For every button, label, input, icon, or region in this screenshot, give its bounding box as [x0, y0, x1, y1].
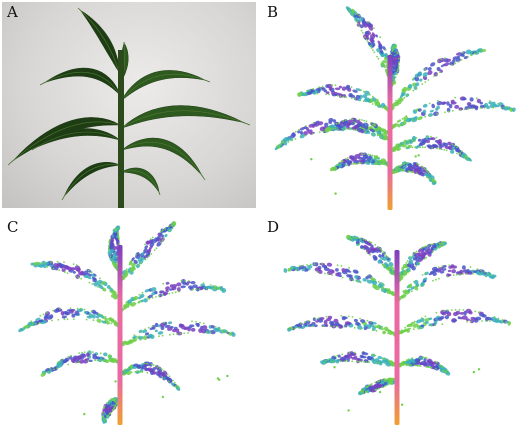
- point-cloud: [274, 6, 516, 210]
- leaf-points: [396, 264, 497, 302]
- panel-label-a: A: [7, 3, 18, 21]
- leaf-points: [397, 355, 451, 376]
- leaf-points: [389, 48, 487, 111]
- leaf-points: [389, 96, 516, 130]
- leaf-midrib: [39, 71, 121, 96]
- stray-point: [400, 403, 404, 406]
- leaf-points: [324, 117, 391, 142]
- plant-group: [7, 7, 251, 208]
- leaf-points: [287, 314, 398, 338]
- stray-point: [417, 154, 420, 157]
- leaf-points: [297, 83, 391, 112]
- stray-point: [340, 160, 344, 163]
- stray-point: [216, 377, 220, 380]
- leaf-points: [345, 6, 392, 78]
- stem-points: [117, 245, 123, 425]
- maize-point-cloud-d: [283, 234, 511, 425]
- leaf-midrib: [7, 121, 121, 166]
- panel-d-reconstruction: D: [260, 215, 520, 430]
- stray-point: [226, 374, 229, 378]
- stray-point: [114, 380, 117, 383]
- leaf-points: [346, 234, 397, 277]
- photo-background: [2, 2, 256, 208]
- leaf-midrib: [77, 7, 120, 73]
- leaf-points: [118, 361, 181, 391]
- leaf-points: [119, 278, 227, 312]
- leaf-points: [396, 308, 511, 335]
- stray-point: [378, 390, 382, 394]
- maize-plant-photo: [7, 7, 251, 208]
- leaf-midrib: [61, 164, 121, 201]
- leaf-points: [101, 396, 122, 424]
- stray-point: [83, 412, 86, 416]
- leaf-midrib: [121, 142, 206, 181]
- maize-point-cloud-b: [274, 6, 516, 210]
- stray-point: [161, 395, 165, 399]
- leaf-points: [283, 262, 399, 297]
- stray-point: [347, 409, 350, 412]
- stray-point: [333, 366, 336, 369]
- stray-point: [472, 370, 476, 374]
- leaf-points: [390, 135, 472, 162]
- leaf-midrib: [121, 110, 251, 129]
- leaf-points: [320, 351, 399, 368]
- leaf-midrib: [31, 131, 121, 151]
- panel-a-photo: A: [0, 0, 260, 215]
- point-cloud: [283, 234, 511, 425]
- leaf-points: [118, 320, 236, 347]
- panel-b-reconstruction: B: [260, 0, 520, 215]
- panel-label-b: B: [267, 3, 279, 21]
- stray-point: [477, 368, 481, 371]
- leaf-points: [118, 220, 177, 282]
- panel-label-c: C: [7, 218, 19, 236]
- leaf: [61, 162, 121, 201]
- point-cloud: [18, 220, 236, 425]
- leaf-midrib: [121, 170, 161, 196]
- leaf-points: [397, 241, 448, 282]
- leaf-points: [30, 260, 122, 302]
- stray-point: [414, 155, 417, 158]
- leaf-midrib: [121, 73, 211, 101]
- stray-point: [310, 158, 313, 161]
- stray-point: [458, 152, 462, 155]
- leaf-points: [40, 350, 122, 377]
- leaf-points: [329, 152, 392, 172]
- leaf-points: [390, 161, 437, 186]
- panel-label-d: D: [267, 218, 280, 236]
- leaf: [77, 7, 120, 73]
- leaf-points: [357, 377, 398, 396]
- stray-point: [334, 192, 337, 195]
- stem-points: [394, 250, 400, 425]
- stem: [118, 50, 124, 208]
- leaf: [121, 105, 251, 129]
- stem-points: [387, 55, 393, 210]
- leaf-points: [18, 307, 121, 333]
- panel-c-reconstruction: C: [0, 215, 260, 430]
- leaf: [7, 117, 121, 166]
- maize-point-cloud-c: [18, 220, 236, 425]
